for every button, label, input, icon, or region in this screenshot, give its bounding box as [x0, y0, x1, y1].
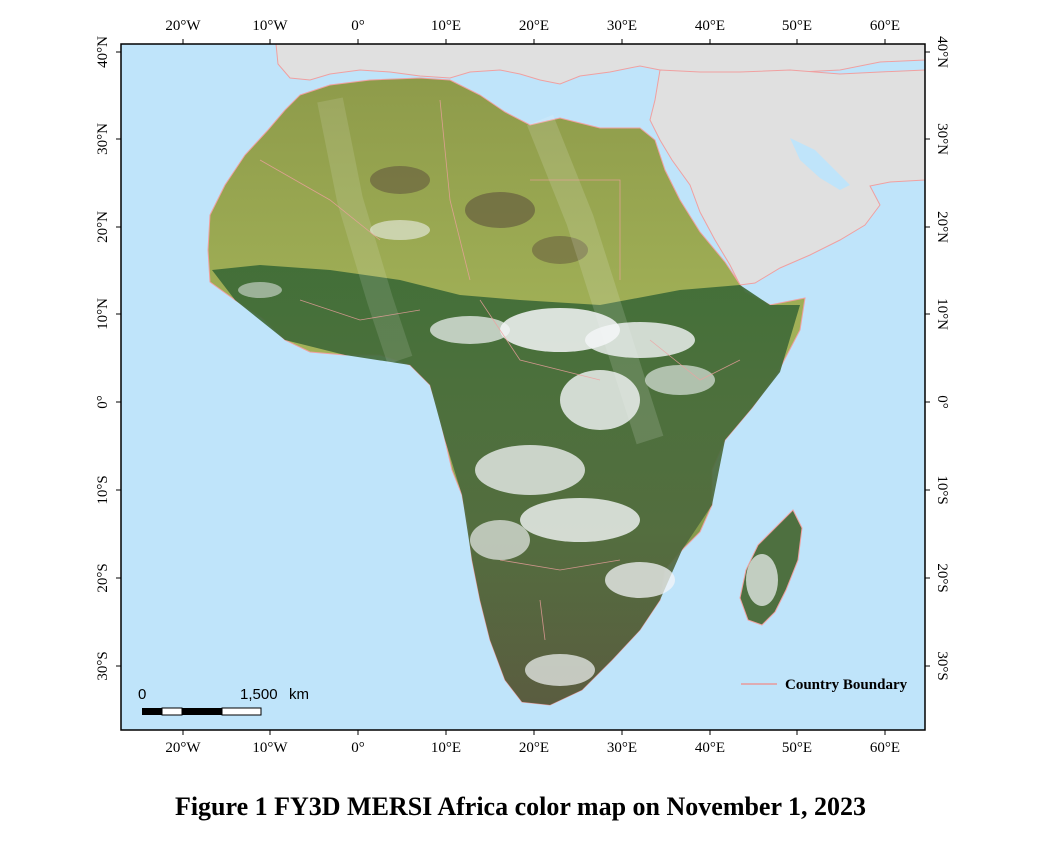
lon-label-top: 20°W: [165, 18, 201, 34]
middle-east-landmass: [649, 69, 925, 286]
lat-label-right: 20°N: [934, 211, 950, 243]
axis-ticks: 20°W 20°W 10°W 10°W 0° 0° 10°E 10°E 20°E 20°E 30°E…: [95, 18, 950, 756]
lat-label-left: 10°S: [95, 475, 111, 504]
cloud-cover: [238, 220, 715, 686]
lat-label-right: 30°S: [934, 651, 950, 680]
lat-label-left: 0°: [95, 395, 111, 409]
map-panel: [121, 44, 925, 730]
lat-label-right: 30°N: [934, 123, 950, 155]
figure-caption: Figure 1 FY3D MERSI Africa color map on …: [174, 792, 867, 821]
scale-end-label: 1,500: [240, 686, 278, 703]
lat-label-right: 0°: [934, 395, 950, 409]
lon-label-bottom: 10°E: [431, 740, 461, 756]
lat-label-left: 20°N: [95, 211, 111, 243]
lat-label-left: 30°S: [95, 651, 111, 680]
lon-label-bottom: 50°E: [782, 740, 812, 756]
hoggar-highland: [370, 166, 430, 194]
lat-label-left: 20°S: [95, 563, 111, 592]
lat-label-right: 40°N: [934, 36, 950, 68]
scale-unit-label: km: [289, 686, 309, 703]
lon-label-top: 10°W: [252, 18, 288, 34]
tibesti-highland: [465, 192, 535, 228]
scale-bar: 0 1,500 km: [138, 686, 309, 716]
lon-label-bottom: 40°E: [695, 740, 725, 756]
lon-label-bottom: 30°E: [607, 740, 637, 756]
persian-gulf: [790, 138, 850, 190]
lon-label-bottom: 20°E: [519, 740, 549, 756]
lat-label-right: 10°N: [934, 298, 950, 330]
darfur-highland: [532, 236, 588, 264]
lat-label-right: 10°S: [934, 475, 950, 504]
lon-label-bottom: 20°W: [165, 740, 201, 756]
lon-label-top: 60°E: [870, 18, 900, 34]
madagascar-clouds: [746, 554, 778, 606]
lon-label-top: 20°E: [519, 18, 549, 34]
lon-label-top: 50°E: [782, 18, 812, 34]
scale-start-label: 0: [138, 686, 146, 703]
swath-seam-left: [317, 97, 413, 365]
lat-label-left: 10°N: [95, 298, 111, 330]
lat-label-left: 40°N: [95, 36, 111, 68]
lon-label-top: 10°E: [431, 18, 461, 34]
legend-label: Country Boundary: [785, 677, 908, 693]
lon-label-top: 0°: [351, 18, 365, 34]
country-boundaries: [259, 99, 741, 641]
lat-label-right: 20°S: [934, 563, 950, 592]
lon-label-top: 30°E: [607, 18, 637, 34]
legend: Country Boundary: [741, 677, 908, 693]
lon-label-bottom: 10°W: [252, 740, 288, 756]
lon-label-top: 40°E: [695, 18, 725, 34]
map-frame: [120, 43, 926, 731]
lat-label-left: 30°N: [95, 123, 111, 155]
lon-label-bottom: 60°E: [870, 740, 900, 756]
lon-label-bottom: 0°: [351, 740, 365, 756]
